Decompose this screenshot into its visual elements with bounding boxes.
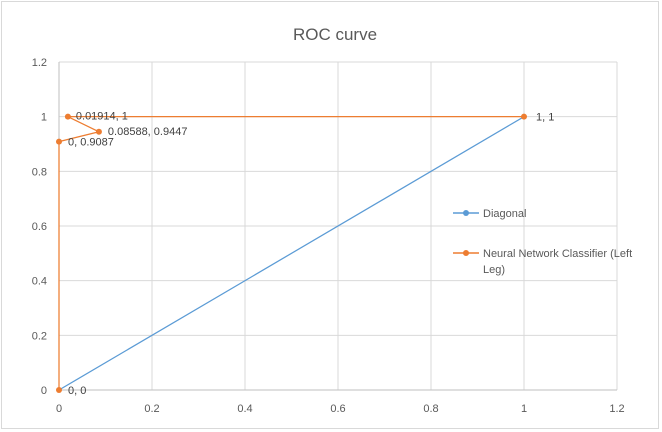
- legend-marker: [463, 250, 469, 256]
- y-tick-label: 0: [41, 385, 47, 397]
- data-point: [56, 138, 62, 145]
- plot-series: [56, 113, 527, 393]
- y-tick-label: 0.6: [32, 221, 47, 233]
- y-tick-label: 0.8: [32, 166, 47, 178]
- legend-label: Neural Network Classifier (Left: [483, 248, 632, 260]
- x-tick-label: 1.2: [609, 403, 624, 415]
- x-tick-label: 0.4: [237, 403, 252, 415]
- legend-label: Diagonal: [483, 208, 526, 220]
- data-point: [95, 128, 102, 135]
- y-tick-label: 1: [41, 112, 47, 124]
- data-label: 0.08588, 0.9447: [108, 126, 188, 138]
- data-label: 1, 1: [536, 112, 554, 124]
- x-tick-label: 0.2: [144, 403, 159, 415]
- data-point: [56, 387, 62, 393]
- chart-title: ROC curve: [293, 25, 377, 44]
- x-tick-label: 0: [56, 403, 62, 415]
- data-point: [64, 113, 71, 120]
- legend-marker: [463, 210, 469, 216]
- legend-label: Leg): [483, 264, 505, 276]
- y-tick-label: 0.4: [32, 276, 47, 288]
- x-tick-label: 0.8: [423, 403, 438, 415]
- data-label: 0, 0: [68, 385, 86, 397]
- x-tick-label: 0.6: [330, 403, 345, 415]
- data-label: 0, 0.9087: [68, 137, 114, 149]
- data-label: 0.01914, 1: [76, 111, 128, 123]
- series-line-diagonal: [58, 116, 525, 391]
- data-point: [521, 113, 527, 120]
- legend: Diagonal Neural Network Classifier (Left L…: [453, 208, 632, 276]
- y-tick-label: 0.2: [32, 330, 47, 342]
- x-tick-label: 1: [521, 403, 527, 415]
- y-tick-label: 1.2: [32, 57, 47, 69]
